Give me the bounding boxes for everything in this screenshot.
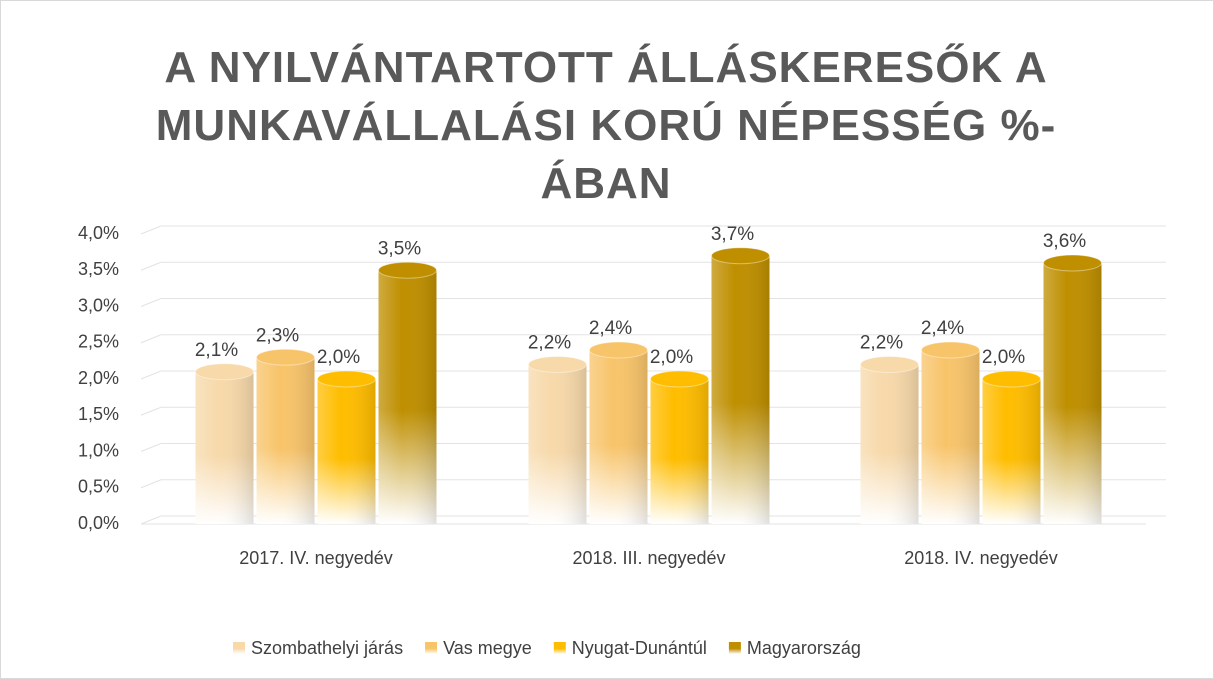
data-label: 2,4% bbox=[921, 318, 964, 339]
y-tick-label: 0,0% bbox=[78, 513, 119, 533]
x-tick-label: 2017. IV. negyedév bbox=[239, 548, 392, 568]
y-tick-label: 4,0% bbox=[78, 223, 119, 243]
legend-swatch bbox=[425, 642, 438, 654]
y-tick-label: 0,5% bbox=[78, 477, 119, 497]
bar-shade bbox=[860, 364, 919, 524]
bar-top bbox=[378, 261, 437, 279]
bar-shade bbox=[317, 379, 376, 524]
legend-label: Magyarország bbox=[747, 638, 861, 658]
grid-line-side bbox=[140, 334, 162, 344]
y-tick-label: 1,5% bbox=[78, 404, 119, 424]
bar-shade bbox=[982, 379, 1041, 524]
grid-line-side bbox=[140, 370, 162, 380]
x-tick-label: 2018. III. negyedév bbox=[572, 548, 725, 568]
data-label: 3,7% bbox=[711, 224, 754, 245]
grid-line-side bbox=[140, 406, 162, 416]
bar-shade bbox=[589, 350, 648, 524]
legend-label: Vas megye bbox=[443, 638, 532, 658]
bar-top bbox=[982, 370, 1041, 388]
data-label: 2,0% bbox=[650, 347, 693, 368]
y-tick-label: 3,5% bbox=[78, 259, 119, 279]
chart-title: A NYILVÁNTARTOTT ÁLLÁSKERESŐK A MUNKAVÁL… bbox=[155, 43, 1057, 208]
legend-swatch bbox=[233, 642, 245, 654]
bar-shade bbox=[1043, 263, 1102, 524]
grid-line-side bbox=[140, 298, 162, 307]
bar-shade bbox=[711, 255, 770, 524]
y-tick-label: 2,0% bbox=[78, 368, 119, 388]
bar-top bbox=[921, 341, 980, 359]
bar-top bbox=[860, 356, 919, 373]
grid-line-side bbox=[140, 479, 162, 489]
data-label: 2,2% bbox=[860, 333, 903, 354]
bar-shade bbox=[256, 357, 315, 524]
x-tick-label: 2018. IV. negyedév bbox=[904, 548, 1057, 568]
data-label: 3,6% bbox=[1043, 231, 1086, 252]
bar-top bbox=[317, 370, 376, 388]
grid-line-side bbox=[140, 515, 162, 525]
legend-label: Szombathelyi járás bbox=[251, 638, 403, 658]
bar-top bbox=[256, 348, 315, 366]
bar-shade bbox=[378, 270, 437, 524]
bar-top bbox=[711, 247, 770, 265]
y-tick-label: 3,0% bbox=[78, 295, 119, 315]
bar-shade bbox=[650, 379, 709, 524]
grid-line-side bbox=[140, 261, 162, 271]
bar-top bbox=[195, 363, 254, 381]
bar-top bbox=[650, 370, 709, 388]
data-label: 2,4% bbox=[589, 318, 632, 339]
data-label: 2,2% bbox=[528, 333, 571, 354]
bar-top bbox=[589, 341, 648, 359]
grid-line-side bbox=[140, 443, 162, 452]
grid-line-side bbox=[140, 225, 162, 235]
y-tick-label: 2,5% bbox=[78, 332, 119, 352]
data-label: 2,1% bbox=[195, 340, 238, 361]
bar-shade bbox=[195, 371, 254, 524]
y-tick-label: 1,0% bbox=[78, 440, 119, 460]
data-label: 3,5% bbox=[378, 238, 421, 259]
bar-shade bbox=[921, 350, 980, 524]
legend-swatch bbox=[728, 642, 741, 654]
data-label: 2,3% bbox=[256, 325, 299, 346]
bar-top bbox=[528, 356, 587, 373]
legend-swatch bbox=[553, 642, 566, 654]
bar-top bbox=[1043, 254, 1102, 272]
data-label: 2,0% bbox=[317, 347, 360, 368]
legend-label: Nyugat-Dunántúl bbox=[572, 638, 707, 658]
bar-shade bbox=[528, 364, 587, 524]
data-label: 2,0% bbox=[982, 347, 1025, 368]
